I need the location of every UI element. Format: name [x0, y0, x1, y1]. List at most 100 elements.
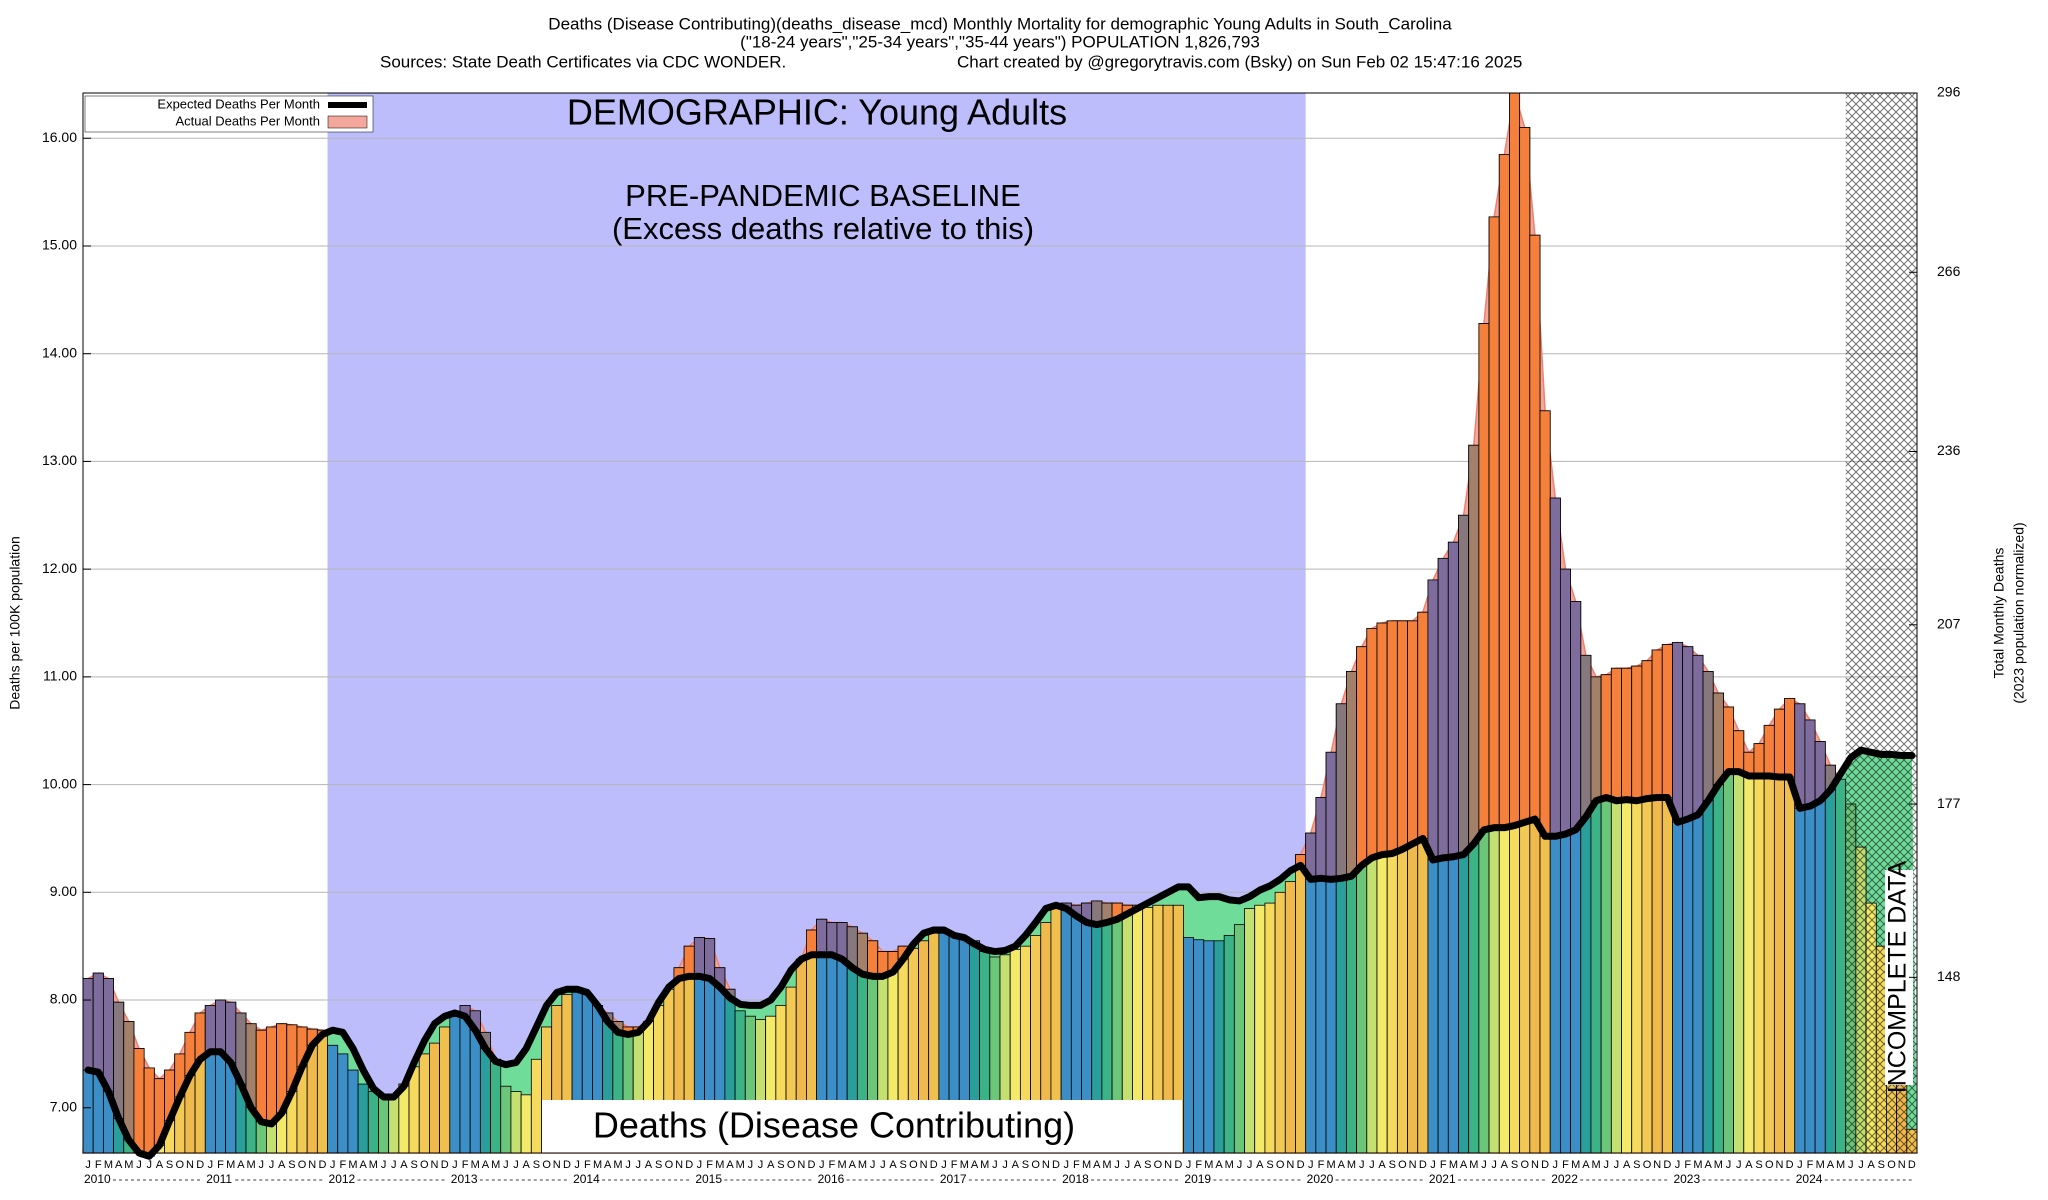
excess-bar — [1529, 234, 1541, 820]
x-tick-label: M — [613, 1159, 622, 1171]
x-tick-label: M — [124, 1159, 133, 1171]
x-tick-label: A — [604, 1159, 612, 1171]
chart-title: Deaths (Disease Contributing)(deaths_dis… — [548, 14, 1452, 33]
excess-bar — [92, 972, 104, 1073]
x-tick-label: A — [1012, 1159, 1020, 1171]
x-tick-label: N — [920, 1159, 928, 1171]
x-tick-label: A — [1745, 1159, 1753, 1171]
excess-bar — [1386, 620, 1398, 854]
x-tick-label: N — [431, 1159, 439, 1171]
excess-bar — [204, 1005, 216, 1053]
x-tick-label: A — [1378, 1159, 1386, 1171]
x-tick-label: M — [226, 1159, 235, 1171]
x-tick-label: F — [339, 1159, 346, 1171]
x-tick-label: M — [736, 1159, 745, 1171]
excess-bar — [1549, 497, 1561, 837]
x-tick-label: A — [767, 1159, 775, 1171]
x-tick-label: J — [391, 1159, 397, 1171]
x-tick-label: A — [645, 1159, 653, 1171]
x-tick-label: O — [298, 1159, 307, 1171]
bar — [520, 1094, 532, 1154]
x-tick-label: J — [381, 1159, 387, 1171]
excess-bar — [1631, 665, 1643, 802]
x-tick-label: A — [156, 1159, 164, 1171]
bar — [367, 1091, 379, 1154]
excess-bar — [1580, 654, 1592, 818]
x-tick-label: O — [665, 1159, 674, 1171]
x-tick-label: N — [1164, 1159, 1172, 1171]
bar — [347, 1069, 359, 1154]
sources: Sources: State Death Certificates via CD… — [380, 52, 786, 71]
x-tick-label: O — [1398, 1159, 1407, 1171]
excess-bar — [1366, 627, 1378, 859]
x-tick-label: M — [837, 1159, 846, 1171]
x-tick-label: J — [1063, 1159, 1069, 1171]
x-tick-label: A — [1623, 1159, 1631, 1171]
x-tick-label: O — [1031, 1159, 1040, 1171]
year-label: 2022 — [1551, 1172, 1578, 1186]
year-label: 2024 — [1796, 1172, 1823, 1186]
x-tick-label: D — [196, 1159, 204, 1171]
excess-bar — [143, 1067, 155, 1157]
x-tick-label: J — [1308, 1159, 1314, 1171]
x-tick-label: F — [1562, 1159, 1569, 1171]
x-tick-label: M — [858, 1159, 867, 1171]
y-tick-label: 10.00 — [42, 775, 77, 791]
x-tick-label: F — [1318, 1159, 1325, 1171]
incomplete-label-box — [1885, 870, 1913, 1085]
excess-bar — [1702, 671, 1714, 802]
x-tick-label: A — [400, 1159, 408, 1171]
x-tick-label: S — [655, 1159, 662, 1171]
x-tick-label: N — [675, 1159, 683, 1171]
excess-bar — [1753, 743, 1765, 777]
excess-bar — [1509, 92, 1521, 826]
credit: Chart created by @gregorytravis.com (Bsk… — [957, 52, 1522, 71]
x-tick-label: F — [462, 1159, 469, 1171]
x-tick-label: M — [491, 1159, 500, 1171]
year-label: 2015 — [695, 1172, 722, 1186]
x-tick-label: N — [1286, 1159, 1294, 1171]
bar — [1233, 924, 1245, 1154]
x-tick-label: M — [1102, 1159, 1111, 1171]
x-tick-label: A — [482, 1159, 490, 1171]
x-tick-label: D — [1052, 1159, 1060, 1171]
x-tick-label: J — [1237, 1159, 1243, 1171]
bar — [1753, 743, 1765, 1154]
plot-frame — [82, 92, 1918, 1154]
demographic-label: DEMOGRAPHIC: Young Adults — [567, 92, 1067, 133]
x-tick-label: J — [513, 1159, 519, 1171]
y-tick-label: 15.00 — [42, 237, 77, 253]
bar — [1183, 937, 1194, 1154]
excess-bar — [1784, 698, 1796, 778]
x-tick-label: J — [452, 1159, 458, 1171]
x-tick-label: A — [889, 1159, 897, 1171]
metric-label-box — [542, 1100, 1182, 1153]
x-tick-label: J — [208, 1159, 214, 1171]
y-tick-label: 9.00 — [50, 883, 77, 899]
x-tick-label: M — [1714, 1159, 1723, 1171]
excess-bar — [1478, 323, 1490, 831]
x-tick-label: J — [697, 1159, 703, 1171]
x-tick-label: J — [625, 1159, 631, 1171]
x-tick-label: A — [1215, 1159, 1223, 1171]
x-tick-label: J — [1736, 1159, 1742, 1171]
excess-bar — [1396, 620, 1408, 850]
bar — [1264, 902, 1276, 1154]
x-tick-label: M — [1693, 1159, 1702, 1171]
x-tick-label: J — [1614, 1159, 1620, 1171]
excess-bar — [1488, 216, 1500, 829]
excess-bar — [683, 945, 695, 977]
y2-tick-label: 236 — [1937, 442, 1961, 458]
overlays: INCOMPLETE DATA Deaths (Disease Contribut… — [84, 93, 1917, 1153]
excess-bar — [1559, 568, 1571, 835]
x-tick-label: N — [1409, 1159, 1417, 1171]
x-tick-label: J — [503, 1159, 509, 1171]
excess-bar — [1600, 674, 1612, 798]
x-tick-label: J — [259, 1159, 265, 1171]
x-tick-label: J — [1186, 1159, 1192, 1171]
year-label: 2017 — [940, 1172, 967, 1186]
x-tick-label: F — [95, 1159, 102, 1171]
year-label: 2010 — [84, 1172, 111, 1186]
x-tick-label: S — [288, 1159, 295, 1171]
x-tick-label: J — [1726, 1159, 1732, 1171]
